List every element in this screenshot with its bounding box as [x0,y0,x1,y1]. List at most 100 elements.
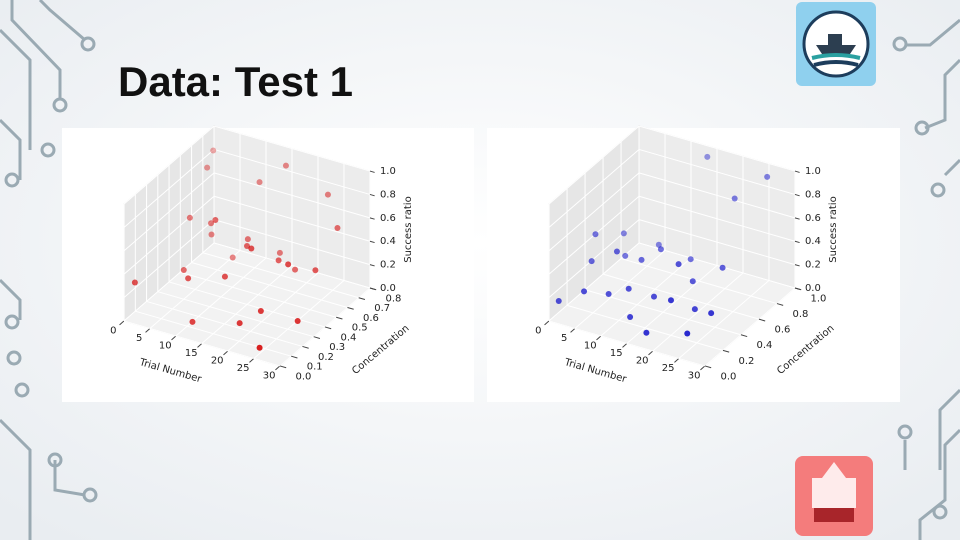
y-tick-label: 0.0 [721,371,737,382]
tick-mark [674,358,680,363]
tick-mark [544,320,550,326]
grid-line [548,149,640,228]
z-tick-label: 1.0 [380,166,396,177]
tick-mark [275,365,281,371]
data-point [204,164,211,171]
tick-mark [794,240,800,244]
tick-mark [249,358,255,363]
tick-mark [291,355,298,359]
tick-mark [622,343,628,348]
z-tick-label: 0.4 [805,236,821,247]
data-point [292,266,299,273]
tick-mark [369,217,375,220]
data-point [704,153,711,160]
y-tick-label: 0.6 [363,313,379,324]
tick-mark [369,287,375,290]
tick-mark [794,170,800,173]
x-tick-label: 30 [263,370,276,381]
tick-mark [223,350,229,356]
grid-line [213,242,371,289]
data-point [675,261,682,268]
data-point [687,256,694,263]
grid-line [123,320,281,367]
grid-line [146,300,303,347]
data-point [581,288,588,295]
x-tick-label: 5 [136,333,142,344]
data-point [613,248,620,255]
data-point [651,293,657,300]
grid-line [678,280,770,359]
tick-mark [740,334,748,338]
data-point [275,257,282,264]
data-point [189,318,196,325]
y-tick-label: 0.4 [341,332,357,343]
grid-line [638,242,796,289]
y-tick-label: 0.0 [296,371,312,382]
data-point [689,278,696,285]
grid-line [638,148,796,195]
grid-line [584,289,742,336]
tick-mark [369,170,375,173]
data-point [186,214,193,221]
data-point [248,245,255,252]
z-tick-label: 0.0 [805,283,821,294]
tick-mark [700,365,706,371]
data-point [229,254,236,261]
data-point [208,231,215,238]
tick-mark [794,264,800,267]
x-tick-label: 5 [561,333,567,344]
x-tick-label: 15 [610,348,623,359]
logo-top [796,2,876,86]
data-point [731,195,738,202]
tick-mark [336,316,343,320]
logo-bottom [795,456,873,536]
data-point [180,266,187,273]
data-point [208,220,215,227]
data-point [605,290,612,297]
grid-line [548,320,706,367]
grid-line [638,172,796,219]
z-tick-label: 1.0 [805,166,821,177]
tick-mark [369,193,375,197]
grid-line [620,258,778,305]
grid-line [600,257,692,337]
y-tick-label: 0.2 [318,352,334,363]
data-point [282,162,289,169]
z-tick-label: 0.8 [380,189,396,200]
tick-mark [197,343,203,348]
data-point [212,216,219,223]
tick-mark [596,335,602,341]
y-tick-label: 0.7 [374,303,390,314]
z-tick-label: 0.6 [380,213,396,224]
z-axis-label: Success ratio [403,196,414,263]
grid-line [123,125,215,205]
data-point [684,330,691,337]
grid-line [213,172,371,219]
data-point [294,318,301,325]
grid-line [548,219,640,298]
tick-mark [722,349,730,353]
grid-line [213,125,371,172]
grid-line [123,242,215,322]
data-point [657,246,664,253]
grid-line [135,310,292,357]
x-tick-label: 30 [688,370,701,381]
tick-mark [347,306,354,310]
grid-line [123,149,215,228]
slide-title: Data: Test 1 [118,58,353,105]
grid-line [566,304,724,351]
data-point [764,173,771,180]
data-point [256,179,263,186]
data-point [708,310,715,317]
grid-line [123,172,215,252]
y-tick-label: 0.1 [307,362,323,373]
tick-mark [358,297,366,301]
data-point [334,224,341,231]
grid-line [213,195,371,242]
data-point [131,279,138,286]
y-tick-label: 0.8 [386,293,402,304]
